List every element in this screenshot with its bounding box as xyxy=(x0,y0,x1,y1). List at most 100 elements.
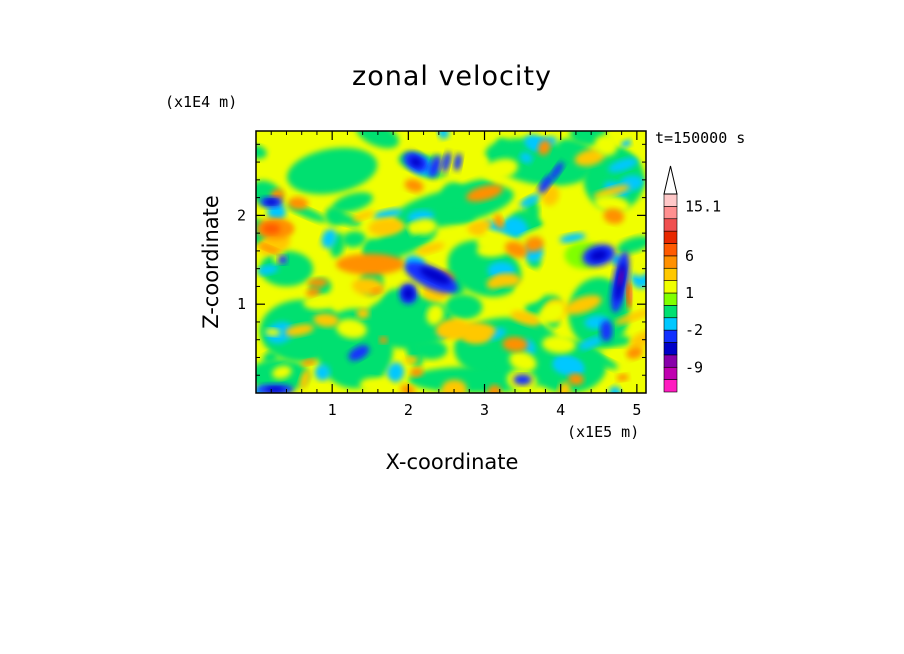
contour-region xyxy=(538,175,553,194)
contour-field xyxy=(256,131,646,393)
contour-region xyxy=(616,373,629,382)
colorbar-label: -9 xyxy=(685,358,703,376)
y-tick-label: 1 xyxy=(237,295,246,313)
colorbar-segment xyxy=(663,218,678,232)
contour-region xyxy=(379,336,388,344)
contour-region xyxy=(513,374,532,386)
colorbar-segment xyxy=(663,305,678,319)
contour-region xyxy=(538,140,551,156)
colorbar-segment xyxy=(663,243,678,257)
contour-region xyxy=(600,320,613,342)
contour-region xyxy=(410,367,424,377)
contour-region xyxy=(559,233,586,243)
contour-region xyxy=(408,222,420,235)
colorbar-segment xyxy=(663,267,678,281)
contour-region xyxy=(370,287,382,294)
contour-region xyxy=(591,354,618,370)
time-label: t=150000 s xyxy=(655,129,745,147)
contour-region xyxy=(541,335,576,354)
y-axis: 12 xyxy=(237,143,646,376)
contour-region xyxy=(568,373,584,386)
contour-region xyxy=(404,179,424,193)
contour-region xyxy=(533,155,548,171)
contour-region xyxy=(265,386,285,393)
contour-region xyxy=(620,138,632,148)
contour-region xyxy=(515,279,543,303)
contour-region xyxy=(267,202,286,222)
contour-region xyxy=(305,287,322,297)
contour-region xyxy=(428,155,442,178)
contour-region xyxy=(563,295,602,315)
contour-region xyxy=(486,275,505,289)
contour-region xyxy=(608,158,638,173)
contour-region xyxy=(510,310,541,326)
colorbar-segment xyxy=(663,379,678,393)
contour-region xyxy=(416,242,445,255)
contour-region xyxy=(453,155,489,170)
contour-region xyxy=(629,330,646,348)
contour-region xyxy=(519,194,541,208)
chart-title: zonal velocity xyxy=(352,61,552,92)
colorbar-label: 15.1 xyxy=(685,197,721,215)
contour-region xyxy=(614,309,646,325)
contour-region xyxy=(437,131,449,140)
contour-region xyxy=(272,365,292,379)
contour-region xyxy=(352,210,375,222)
contour-region xyxy=(630,260,646,276)
contour-region xyxy=(314,364,331,381)
contour-region xyxy=(442,321,496,340)
y-scale-label: (x1E4 m) xyxy=(165,93,237,111)
contour-region xyxy=(410,157,422,167)
y-axis-label: Z-coordinate xyxy=(199,195,223,329)
contour-region xyxy=(488,384,502,393)
contour-region xyxy=(262,223,281,235)
contour-region xyxy=(348,345,370,361)
contour-region xyxy=(445,294,483,320)
contour-region xyxy=(539,302,566,324)
colorbar-extend-arrow xyxy=(663,165,678,195)
x-scale-label: (x1E5 m) xyxy=(567,423,639,441)
contour-region xyxy=(431,202,475,223)
colorbar-segment xyxy=(663,255,678,269)
contour-region xyxy=(496,137,512,165)
colorbar-segment xyxy=(663,206,678,220)
contour-region xyxy=(626,346,643,360)
contour-region xyxy=(299,369,311,390)
colorbar-label: 6 xyxy=(685,247,694,265)
contour-region xyxy=(589,249,608,262)
x-tick-label: 4 xyxy=(556,401,565,419)
contour-region xyxy=(574,149,606,167)
contour-region xyxy=(263,351,278,364)
contour-region xyxy=(509,351,537,372)
contour-region xyxy=(265,328,281,337)
contour-region xyxy=(373,208,403,220)
contour-region xyxy=(288,196,309,210)
contour-region xyxy=(368,218,404,236)
contour-region xyxy=(441,182,466,208)
contour-region xyxy=(257,243,281,254)
x-tick-label: 1 xyxy=(328,401,337,419)
contour-region xyxy=(321,228,337,249)
x-tick-label: 3 xyxy=(480,401,489,419)
contour-region xyxy=(332,192,374,213)
contour-region xyxy=(503,323,545,339)
x-tick-label: 2 xyxy=(404,401,413,419)
colorbar-label: -2 xyxy=(685,321,703,339)
contour-region xyxy=(504,241,528,258)
colorbar-segment xyxy=(663,366,678,380)
contour-region xyxy=(313,313,340,328)
contour-region xyxy=(483,158,518,181)
colorbar: 15.1 6 1 -2 -9 xyxy=(663,165,721,393)
colorbar-segment xyxy=(663,230,678,244)
contour-region xyxy=(278,255,288,265)
contour-region xyxy=(426,304,444,326)
contour-region xyxy=(476,231,510,252)
contour-region xyxy=(502,336,528,352)
contour-region xyxy=(419,267,451,285)
x-axis: 1 2 3 4 5 xyxy=(270,131,641,419)
contour-region xyxy=(542,185,560,206)
contour-region xyxy=(494,213,504,229)
contour-region xyxy=(524,236,544,252)
colorbar-segment xyxy=(663,329,678,343)
